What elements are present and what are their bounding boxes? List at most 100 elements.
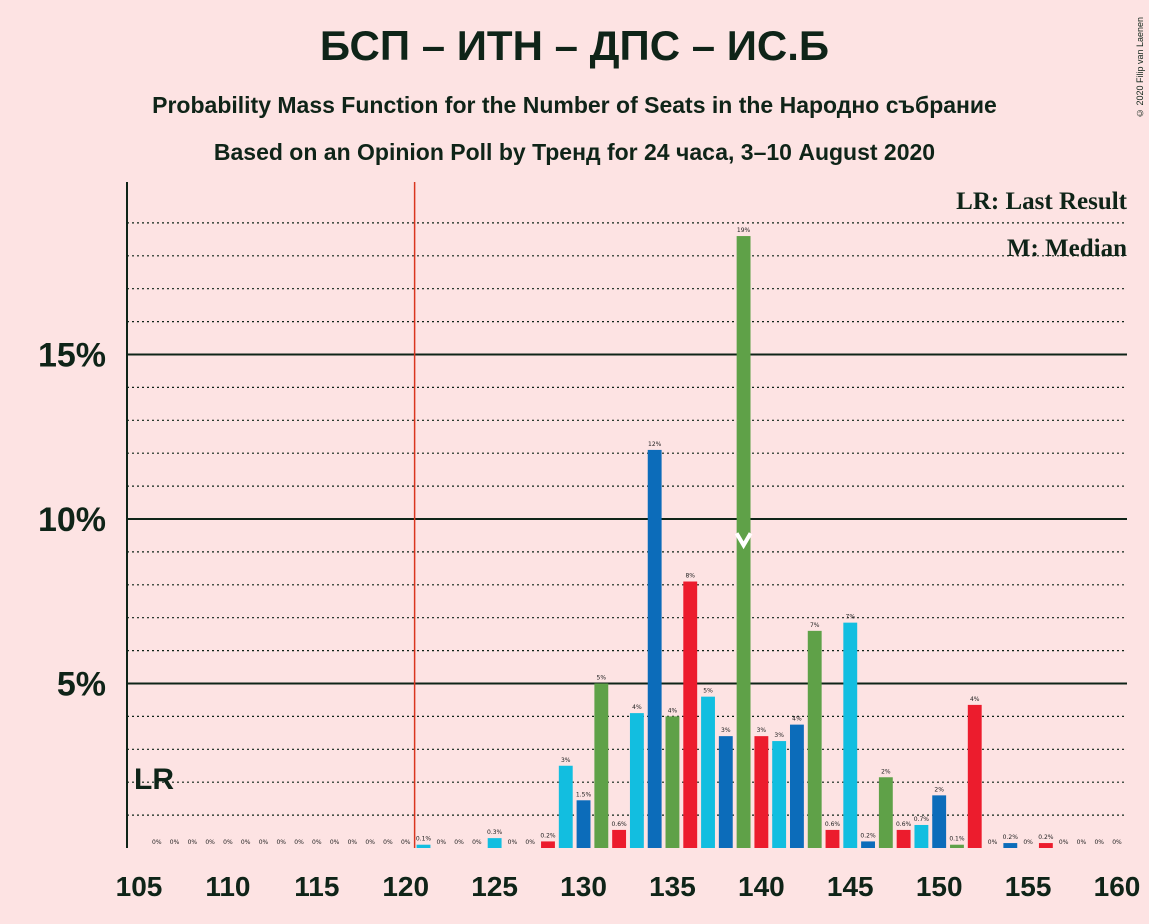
y-axis-ticks: 5% 10% 15% — [38, 337, 106, 704]
legend-last-result: LR: Last Result — [956, 188, 1128, 215]
data-label-115: 0% — [312, 839, 322, 846]
x-tick-label: 120 — [382, 871, 429, 902]
x-tick-label: 140 — [738, 871, 785, 902]
data-label-145: 7% — [846, 614, 856, 621]
data-label-114: 0% — [294, 839, 304, 846]
x-tick-label: 110 — [205, 871, 250, 902]
data-label-142: 4% — [792, 716, 802, 723]
y-tick-label: 10% — [38, 501, 106, 539]
data-label-106: 0% — [152, 839, 162, 846]
data-label-144: 0.6% — [825, 821, 841, 828]
data-label-138: 3% — [721, 727, 731, 734]
data-label-119: 0% — [383, 839, 393, 846]
bar-130 — [576, 800, 591, 848]
bar-151 — [950, 844, 964, 848]
bar-138 — [718, 736, 733, 848]
data-label-118: 0% — [365, 839, 375, 846]
data-label-143: 7% — [810, 622, 820, 629]
bar-136 — [683, 581, 698, 848]
bar-135 — [665, 716, 680, 848]
data-label-123: 0% — [454, 839, 464, 846]
bar-133 — [629, 713, 644, 848]
data-label-149: 0.7% — [914, 816, 930, 823]
bar-141 — [772, 741, 787, 848]
x-tick-label: 155 — [1005, 871, 1052, 902]
data-label-117: 0% — [348, 839, 358, 846]
data-label-132: 0.6% — [611, 821, 627, 828]
data-label-152: 4% — [970, 696, 980, 703]
data-label-111: 0% — [241, 839, 251, 846]
legend-median: M: Median — [1007, 235, 1127, 262]
data-label-110: 0% — [223, 839, 233, 846]
data-label-136: 8% — [685, 573, 695, 580]
gridlines — [127, 222, 1127, 816]
data-label-128: 0.2% — [540, 832, 556, 839]
x-axis-ticks: 105 110 115 120 125 130 135 140 145 150 155 160 — [116, 871, 1141, 902]
x-tick-label: 150 — [916, 871, 963, 902]
x-tick-label: 125 — [471, 871, 518, 902]
bar-149 — [914, 824, 929, 848]
bar-143 — [807, 630, 822, 848]
data-label-112: 0% — [259, 839, 269, 846]
data-label-154: 0.2% — [1003, 834, 1019, 841]
data-label-127: 0% — [525, 839, 535, 846]
data-label-150: 2% — [934, 786, 944, 793]
x-tick-label: 145 — [827, 871, 874, 902]
data-label-139: 19% — [737, 227, 751, 234]
x-tick-label: 105 — [116, 871, 163, 902]
data-label-116: 0% — [330, 839, 340, 846]
bar-146 — [861, 841, 875, 848]
data-label-108: 0% — [188, 839, 198, 846]
chart-title: БСП – ИТН – ДПС – ИС.Б — [319, 22, 830, 69]
data-label-134: 12% — [648, 441, 662, 448]
data-label-120: 0% — [401, 839, 411, 846]
data-label-133: 4% — [632, 704, 642, 711]
bar-132 — [612, 829, 627, 848]
data-label-153: 0% — [988, 839, 998, 846]
data-label-113: 0% — [276, 839, 286, 846]
bar-144 — [825, 829, 840, 848]
data-label-148: 0.6% — [896, 821, 912, 828]
data-label-107: 0% — [170, 839, 180, 846]
x-tick-label: 130 — [560, 871, 607, 902]
bar-137 — [701, 696, 715, 848]
bars — [416, 236, 1053, 848]
x-tick-label: 135 — [649, 871, 696, 902]
bar-154 — [1003, 843, 1018, 848]
data-label-121: 0.1% — [416, 836, 432, 843]
last-result-label: LR — [134, 763, 174, 796]
chart-subtitle: Probability Mass Function for the Number… — [152, 92, 997, 118]
data-label-122: 0% — [437, 839, 447, 846]
data-label-146: 0.2% — [860, 832, 876, 839]
data-label-129: 3% — [561, 757, 571, 764]
bar-156 — [1038, 843, 1053, 848]
data-label-140: 3% — [757, 727, 767, 734]
bar-140 — [754, 736, 769, 848]
bar-148 — [896, 829, 911, 848]
bar-121 — [416, 844, 431, 848]
x-tick-label: 160 — [1094, 871, 1141, 902]
bar-150 — [932, 795, 947, 848]
data-label-157: 0% — [1059, 839, 1069, 846]
y-tick-label: 15% — [38, 337, 106, 375]
bar-134 — [647, 449, 662, 848]
bar-147 — [878, 777, 893, 848]
data-label-109: 0% — [205, 839, 215, 846]
data-label-155: 0% — [1023, 839, 1033, 846]
bar-131 — [594, 683, 609, 848]
data-label-156: 0.2% — [1038, 834, 1054, 841]
data-label-141: 3% — [774, 732, 784, 739]
bar-129 — [558, 765, 573, 848]
data-label-135: 4% — [668, 707, 678, 714]
bar-152 — [967, 704, 982, 848]
data-label-131: 5% — [597, 675, 607, 682]
data-label-158: 0% — [1077, 839, 1087, 846]
data-label-160: 0% — [1112, 839, 1122, 846]
y-tick-label: 5% — [57, 666, 106, 704]
data-label-147: 2% — [881, 768, 891, 775]
data-label-130: 1.5% — [576, 791, 592, 798]
data-label-126: 0% — [508, 839, 518, 846]
x-tick-label: 115 — [294, 871, 339, 902]
bar-145 — [843, 622, 858, 848]
